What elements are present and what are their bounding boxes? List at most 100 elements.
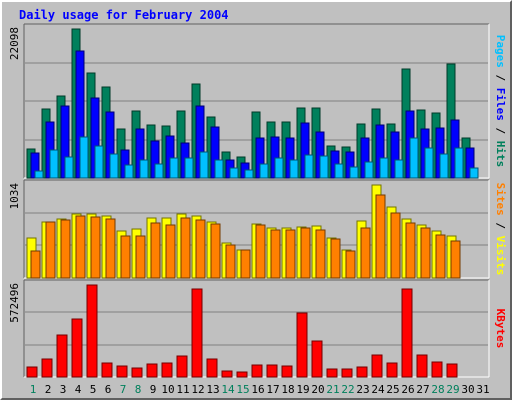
bar-kbytes-day-27 [416,354,428,378]
bar-kbytes-day-6 [101,362,113,378]
bar-pages-day-11 [184,157,194,179]
bar-kbytes-day-7 [116,365,128,378]
bar-pages-day-6 [109,153,119,179]
legend-separator: / [494,68,507,88]
bar-kbytes-day-1 [26,366,38,378]
bar-pages-day-27 [424,147,434,179]
x-tick-label: 29 [446,383,459,396]
bar-kbytes-day-18 [281,365,293,378]
bar-kbytes-day-11 [176,355,188,378]
series-legend: Pages / Files / Hits [494,35,507,168]
legend-pages: Pages [494,35,507,68]
bar-sites-day-15 [240,249,251,279]
panel-2: 1034 Sites / Visits [8,179,507,279]
bar-sites-day-12 [195,219,206,279]
x-tick-label: 3 [60,383,67,396]
x-tick-label: 17 [266,383,279,396]
bar-pages-day-7 [124,164,134,179]
x-tick-label: 10 [161,383,174,396]
legend-separator: / [494,121,507,141]
bar-sites-day-27 [420,227,431,279]
bar-sites-day-24 [375,194,386,279]
bar-pages-day-13 [214,159,224,179]
legend-hits: Hits [494,141,507,168]
bar-pages-day-20 [319,155,329,179]
bar-kbytes-day-5 [86,284,98,378]
bar-sites-day-25 [390,212,401,279]
bar-sites-day-2 [45,221,56,279]
bar-kbytes-day-26 [401,288,413,378]
bar-pages-day-9 [154,163,164,179]
bar-sites-day-28 [435,234,446,279]
bar-pages-day-25 [394,159,404,179]
bar-kbytes-day-25 [386,362,398,378]
bar-kbytes-day-29 [446,363,458,378]
bar-kbytes-day-9 [146,363,158,378]
bar-sites-day-11 [180,217,191,279]
x-tick-label: 4 [75,383,82,396]
legend-separator: / [494,216,507,236]
bar-pages-day-15 [244,169,254,179]
bar-pages-day-28 [439,153,449,179]
bar-kbytes-day-15 [236,371,248,378]
x-tick-label: 14 [221,383,235,396]
bar-sites-day-6 [105,218,116,279]
bar-pages-day-14 [229,167,239,179]
bar-pages-day-16 [259,163,269,179]
bar-kbytes-day-13 [206,358,218,378]
x-tick-label: 28 [431,383,444,396]
bar-pages-day-3 [64,156,74,179]
bar-kbytes-day-4 [71,318,83,378]
x-tick-label: 11 [176,383,189,396]
bar-sites-day-22 [345,250,356,279]
y-max-label: 1034 [8,183,21,210]
bar-kbytes-day-8 [131,367,143,378]
x-tick-label: 2 [45,383,52,396]
bar-sites-day-29 [450,240,461,279]
bar-sites-day-14 [225,244,236,279]
x-tick-label: 13 [206,383,219,396]
series-legend: KBytes [494,309,507,349]
legend-sites: Sites [494,183,507,216]
bar-kbytes-day-10 [161,362,173,378]
x-tick-label: 6 [105,383,112,396]
bar-pages-day-29 [454,147,464,179]
x-tick-label: 21 [326,383,339,396]
x-tick-label: 5 [90,383,97,396]
bar-pages-day-10 [169,157,179,179]
bar-kbytes-day-16 [251,364,263,378]
bar-pages-day-18 [289,159,299,179]
x-tick-label: 31 [476,383,489,396]
y-max-label: 572496 [8,283,21,323]
x-tick-label: 23 [356,383,369,396]
x-tick-label: 1 [30,383,37,396]
x-tick-label: 30 [461,383,474,396]
y-max-label: 22098 [8,27,21,60]
x-tick-label: 12 [191,383,204,396]
series-legend: Sites / Visits [494,183,507,276]
legend-visits: Visits [494,236,507,276]
bar-kbytes-day-20 [311,340,323,378]
x-tick-label: 15 [236,383,249,396]
x-tick-label: 9 [150,383,157,396]
x-tick-label: 22 [341,383,354,396]
bar-sites-day-26 [405,222,416,279]
bar-pages-day-30 [469,167,479,179]
legend-files: Files [494,88,507,121]
x-tick-label: 25 [386,383,399,396]
bar-sites-day-1 [30,250,41,279]
bar-pages-day-5 [94,145,104,179]
bar-pages-day-4 [79,136,89,179]
bar-kbytes-day-28 [431,361,443,378]
bar-kbytes-day-3 [56,334,68,378]
x-tick-label: 16 [251,383,264,396]
bar-kbytes-day-24 [371,354,383,378]
x-tick-label: 27 [416,383,429,396]
bar-pages-day-12 [199,151,209,179]
bar-pages-day-22 [349,166,359,179]
x-tick-label: 19 [296,383,309,396]
bar-sites-day-7 [120,235,131,279]
bar-pages-day-8 [139,159,149,179]
